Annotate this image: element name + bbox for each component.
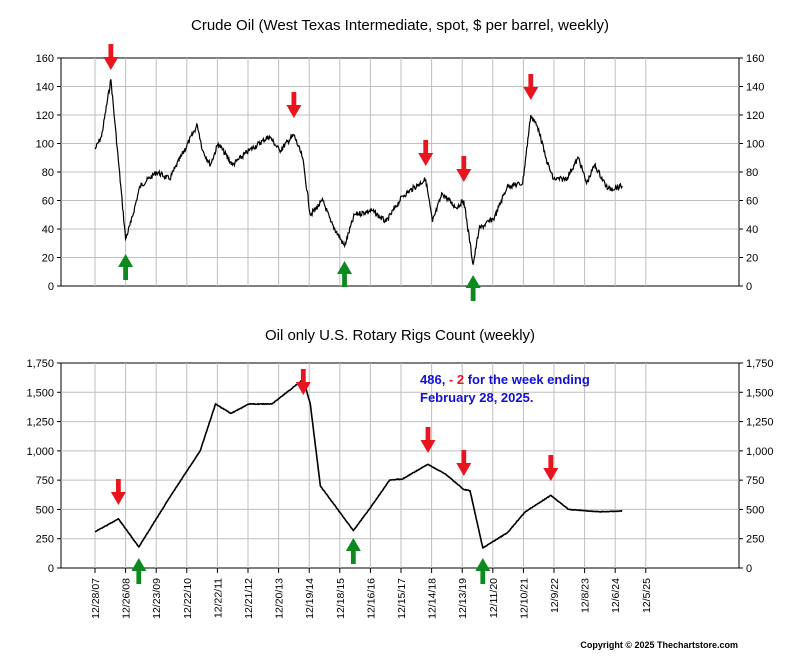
y-tick-label: 80 xyxy=(42,167,54,179)
trough-arrow-icon xyxy=(465,275,481,301)
y-tick-label: 0 xyxy=(48,563,54,575)
trough-arrow-icon xyxy=(345,538,361,564)
rig-count-value: 486, xyxy=(420,372,449,387)
y-tick-label-right: 60 xyxy=(746,196,758,208)
rig-count-annotation-line2: February 28, 2025. xyxy=(420,390,533,405)
y-tick-label-right: 100 xyxy=(746,139,764,151)
y-tick-label-right: 0 xyxy=(746,563,752,575)
peak-arrow-icon xyxy=(110,479,126,505)
trough-arrow-icon xyxy=(337,261,353,287)
x-tick-label: 12/26/08 xyxy=(121,578,133,619)
y-tick-label: 120 xyxy=(36,110,54,122)
peak-arrow-icon xyxy=(418,140,434,166)
y-tick-label: 20 xyxy=(42,253,54,265)
y-tick-label: 500 xyxy=(36,504,54,516)
x-tick-label: 12/20/13 xyxy=(274,578,286,619)
x-tick-label: 12/10/21 xyxy=(518,578,530,619)
y-tick-label-right: 120 xyxy=(746,110,764,122)
peak-arrow-icon xyxy=(286,92,302,118)
y-tick-label-right: 20 xyxy=(746,253,758,265)
x-tick-label: 12/18/15 xyxy=(335,578,347,619)
x-tick-label: 12/28/07 xyxy=(90,578,102,619)
y-tick-label: 1,250 xyxy=(26,417,54,429)
peak-arrow-icon xyxy=(523,74,539,100)
x-tick-label: 12/13/19 xyxy=(457,578,469,619)
crude-oil-price-line xyxy=(94,79,623,265)
trough-arrow-icon xyxy=(118,254,134,280)
y-tick-label-right: 1,750 xyxy=(746,358,774,370)
peak-arrow-icon xyxy=(295,369,311,395)
x-tick-label: 12/22/11 xyxy=(212,578,224,618)
x-tick-label: 12/8/23 xyxy=(580,578,592,613)
y-tick-label-right: 250 xyxy=(746,534,764,546)
x-tick-label: 12/14/18 xyxy=(427,578,439,619)
peak-arrow-icon xyxy=(543,455,559,481)
y-tick-label: 1,000 xyxy=(26,446,54,458)
x-tick-label: 12/16/16 xyxy=(365,578,377,619)
x-tick-label: 12/21/12 xyxy=(243,578,255,619)
y-tick-label: 1,500 xyxy=(26,387,54,399)
y-tick-label-right: 1,000 xyxy=(746,446,774,458)
y-tick-label: 60 xyxy=(42,196,54,208)
y-tick-label: 160 xyxy=(36,53,54,65)
rig-count-week-text: for the week ending xyxy=(464,372,590,387)
y-tick-label: 140 xyxy=(36,82,54,94)
top-chart-title: Crude Oil (West Texas Intermediate, spot… xyxy=(191,17,609,34)
y-tick-label-right: 500 xyxy=(746,504,764,516)
y-tick-label: 0 xyxy=(48,281,54,293)
x-tick-label: 12/11/20 xyxy=(488,578,500,618)
rig-count-annotation-line1: 486, - 2 for the week ending xyxy=(420,372,590,387)
peak-arrow-icon xyxy=(456,450,472,476)
trough-arrow-icon xyxy=(131,558,147,584)
y-tick-label: 1,750 xyxy=(26,358,54,370)
peak-arrow-icon xyxy=(103,44,119,70)
x-tick-label: 12/15/17 xyxy=(396,578,408,619)
rig-count-line xyxy=(94,378,623,549)
bottom-plot-area: 0 250 500 750 1,000 1,250 1,500 1,750 0 250 500 75… xyxy=(26,358,773,619)
bottom-chart-title: Oil only U.S. Rotary Rigs Count (weekly) xyxy=(265,327,535,344)
y-tick-label-right: 40 xyxy=(746,224,758,236)
x-tick-label: 12/6/24 xyxy=(610,578,622,613)
x-tick-label: 12/5/25 xyxy=(641,578,653,613)
y-tick-label-right: 750 xyxy=(746,475,764,487)
y-tick-label: 750 xyxy=(36,475,54,487)
y-tick-label-right: 1,500 xyxy=(746,387,774,399)
trough-arrow-icon xyxy=(475,558,491,584)
y-tick-label: 100 xyxy=(36,139,54,151)
top-plot-area: 0 20 40 60 80 100 120 140 160 0 20 40 60 80 100 120 140… xyxy=(36,44,764,301)
y-tick-label-right: 1,250 xyxy=(746,417,774,429)
y-tick-label-right: 0 xyxy=(746,281,752,293)
y-tick-label-right: 80 xyxy=(746,167,758,179)
x-tick-label: 12/23/09 xyxy=(151,578,163,619)
y-tick-label: 250 xyxy=(36,534,54,546)
y-tick-label-right: 140 xyxy=(746,82,764,94)
y-tick-label: 40 xyxy=(42,224,54,236)
y-tick-label-right: 160 xyxy=(746,53,764,65)
peak-arrow-icon xyxy=(420,427,436,453)
rig-count-change: - 2 xyxy=(449,372,464,387)
copyright-text: Copyright © 2025 Thechartstore.com xyxy=(580,640,738,650)
x-tick-label: 12/9/22 xyxy=(549,578,561,613)
x-tick-label: 12/22/10 xyxy=(182,578,194,619)
x-tick-label: 12/19/14 xyxy=(304,578,316,619)
peak-arrow-icon xyxy=(456,156,472,182)
